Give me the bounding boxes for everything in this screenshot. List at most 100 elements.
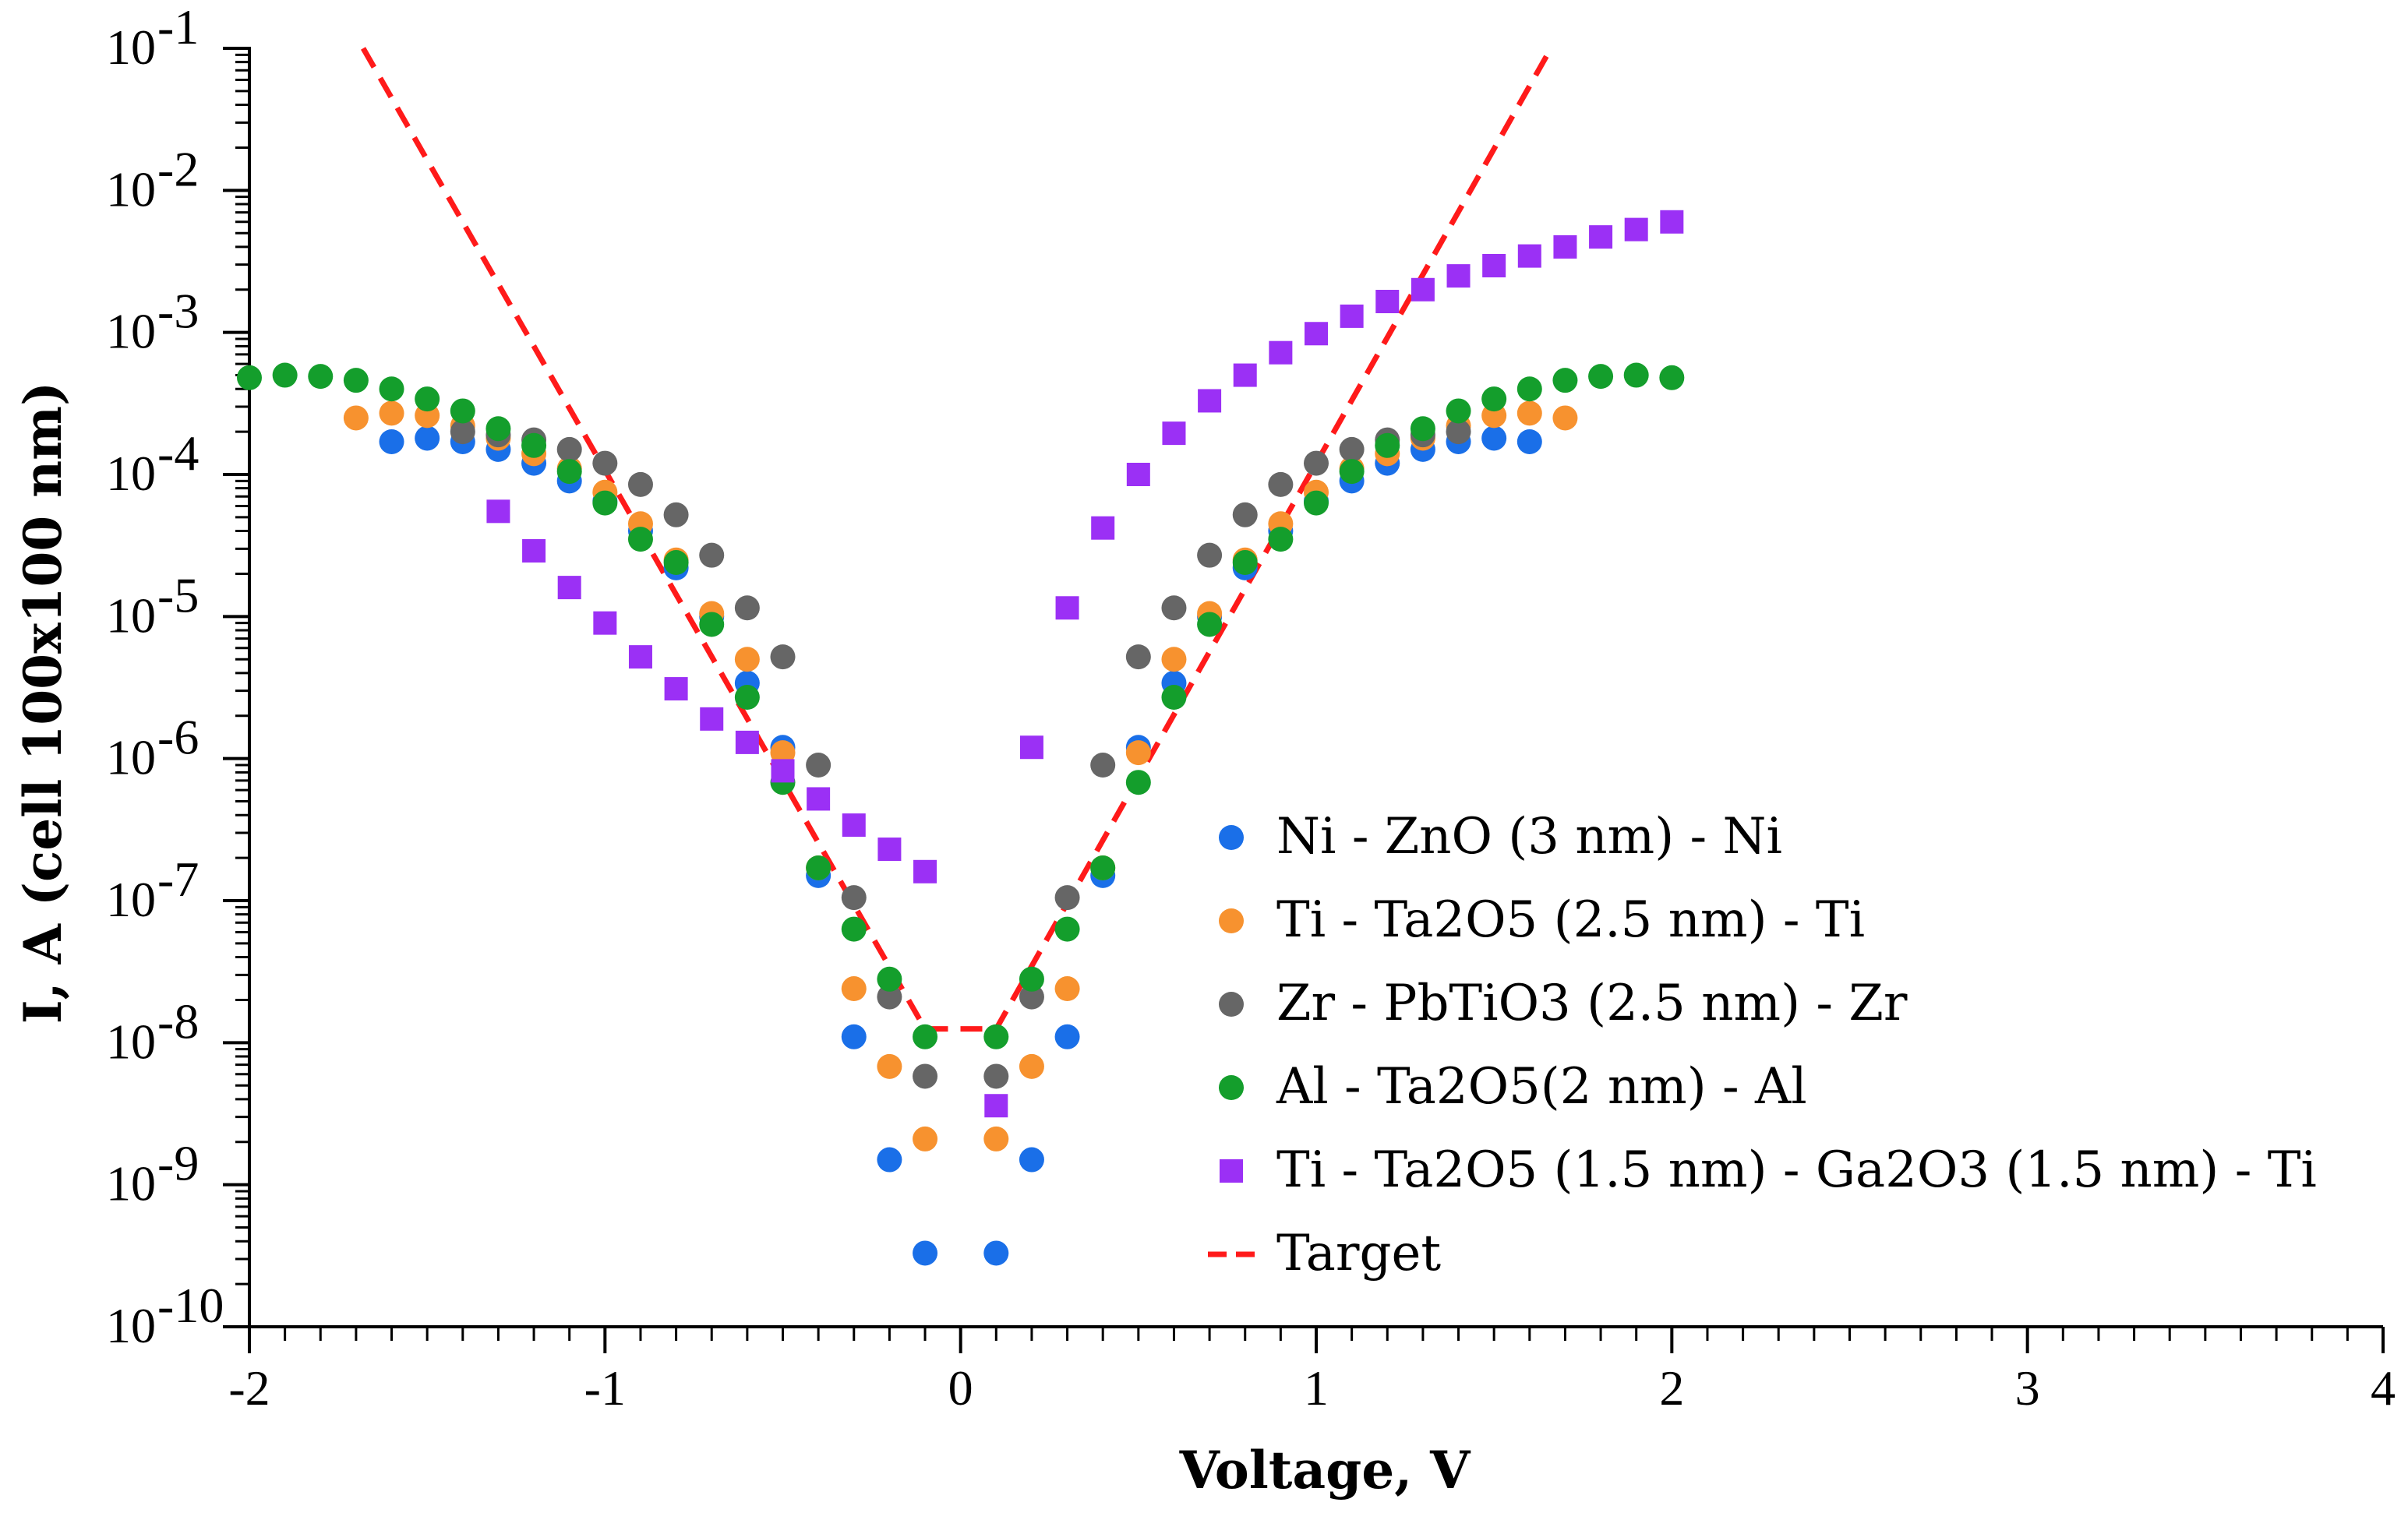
data-point xyxy=(1446,398,1471,424)
data-point xyxy=(308,364,334,390)
data-point xyxy=(379,376,404,402)
data-point xyxy=(983,1063,1009,1089)
data-point-square xyxy=(1055,596,1079,620)
x-tick-label: 2 xyxy=(1659,1360,1684,1416)
data-point-square xyxy=(1019,735,1043,760)
data-point xyxy=(663,502,689,527)
data-point-square xyxy=(1091,516,1115,540)
data-points-layer xyxy=(237,210,1685,1266)
data-point xyxy=(841,885,867,911)
y-axis-title: I, A (cell 100x100 nm) xyxy=(12,382,73,1024)
data-point-square xyxy=(664,677,688,701)
y-tick-label: 10 xyxy=(106,730,156,785)
data-point xyxy=(415,386,440,412)
x-tick-label: 0 xyxy=(948,1360,973,1416)
data-point-square xyxy=(486,499,510,524)
data-point xyxy=(1516,376,1542,402)
data-point xyxy=(272,362,298,388)
x-tick-label: -1 xyxy=(584,1360,626,1416)
legend-label: Ti - Ta2O5 (1.5 nm) - Ga2O3 (1.5 nm) - T… xyxy=(1276,1141,2317,1199)
legend-swatch xyxy=(1219,1075,1244,1100)
legend-label: Al - Ta2O5(2 nm) - Al xyxy=(1276,1058,1807,1116)
data-point xyxy=(1125,644,1151,670)
y-tick-label: 10 xyxy=(106,446,156,501)
data-point-square xyxy=(1482,254,1506,278)
data-point-square xyxy=(877,838,902,862)
data-point xyxy=(1054,1024,1080,1049)
data-point xyxy=(983,1126,1009,1151)
legend-label: Target xyxy=(1276,1225,1441,1282)
data-point-square xyxy=(1517,244,1541,268)
data-point xyxy=(1090,855,1116,880)
legend-swatch xyxy=(1219,992,1244,1017)
data-point xyxy=(1161,595,1187,621)
data-point xyxy=(1268,527,1294,552)
tick-labels-layer: -2 -1 0 1 2 3 410-1010-910-810-710-610-510-410… xyxy=(106,0,2396,1416)
data-point xyxy=(841,976,867,1002)
data-point xyxy=(1552,405,1578,431)
legend-swatch xyxy=(1219,908,1244,933)
data-point xyxy=(1304,450,1329,476)
data-point xyxy=(556,459,582,485)
data-point xyxy=(913,1126,938,1151)
legend: Ni - ZnO (3 nm) - Ni Ti - Ta2O5 (2.5 nm) … xyxy=(1208,808,2317,1282)
data-point-square xyxy=(1233,363,1257,387)
data-point-square xyxy=(842,813,866,838)
data-point-square xyxy=(1624,217,1648,242)
data-point xyxy=(1481,425,1507,451)
y-tick-exponent: -5 xyxy=(157,567,199,622)
data-point xyxy=(877,966,902,992)
y-tick-label: 10 xyxy=(106,304,156,359)
data-point xyxy=(1659,365,1685,390)
data-point xyxy=(1161,685,1187,711)
data-point xyxy=(1623,362,1649,388)
legend-label: Ti - Ta2O5 (2.5 nm) - Ti xyxy=(1276,891,1865,949)
data-point-square xyxy=(1375,290,1400,314)
data-point-square xyxy=(1589,225,1613,249)
data-point xyxy=(1197,542,1223,568)
data-point-square xyxy=(522,539,546,563)
data-point xyxy=(1232,502,1258,527)
data-point xyxy=(1304,490,1329,516)
data-point xyxy=(1161,647,1187,672)
data-point xyxy=(1339,459,1365,485)
data-point xyxy=(1516,428,1542,454)
data-point-square xyxy=(1162,421,1186,446)
data-point xyxy=(1054,885,1080,911)
data-point-square xyxy=(1446,264,1471,288)
data-point xyxy=(627,471,653,497)
data-point xyxy=(734,647,760,672)
y-tick-label: 10 xyxy=(106,872,156,927)
data-point xyxy=(841,916,867,942)
y-tick-exponent: -8 xyxy=(157,993,199,1049)
data-point-square xyxy=(1553,235,1577,259)
data-point-square xyxy=(1340,304,1364,328)
legend-swatch xyxy=(1219,825,1244,850)
data-point xyxy=(521,432,547,458)
y-tick-label: 10 xyxy=(106,1156,156,1211)
data-point xyxy=(1552,368,1578,393)
data-point-square xyxy=(1660,210,1684,234)
data-point xyxy=(450,398,475,424)
data-point xyxy=(877,984,902,1010)
data-point xyxy=(1125,770,1151,795)
data-point xyxy=(556,436,582,462)
data-point xyxy=(343,405,369,431)
data-point xyxy=(1197,612,1223,637)
y-tick-label: 10 xyxy=(106,1298,156,1353)
data-point xyxy=(1588,364,1614,390)
y-tick-exponent: -7 xyxy=(157,852,199,907)
data-point xyxy=(841,1024,867,1049)
data-point xyxy=(450,419,475,445)
data-point xyxy=(806,855,832,880)
data-point xyxy=(806,753,832,778)
data-point xyxy=(379,400,404,426)
y-tick-exponent: -6 xyxy=(157,710,199,765)
legend-label: Zr - PbTiO3 (2.5 nm) - Zr xyxy=(1276,975,1908,1032)
data-point-square xyxy=(1411,277,1435,302)
data-point xyxy=(770,644,796,670)
data-point xyxy=(1054,976,1080,1002)
data-point xyxy=(592,450,618,476)
